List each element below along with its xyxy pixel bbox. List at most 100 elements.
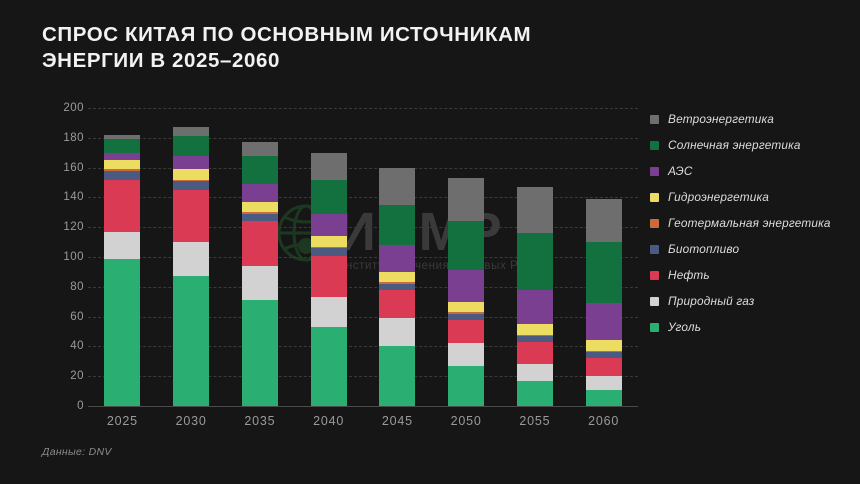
bar-segment[interactable] <box>173 242 210 277</box>
bar-segment[interactable] <box>379 167 416 205</box>
legend-swatch-icon <box>650 115 659 124</box>
bar-segment[interactable] <box>104 170 141 180</box>
bar-segment[interactable] <box>585 352 622 359</box>
bar-column-2040[interactable] <box>310 152 347 406</box>
bar-segment[interactable] <box>516 364 553 381</box>
bar-segment[interactable] <box>379 346 416 406</box>
bar-segment[interactable] <box>585 376 622 390</box>
bar-segment[interactable] <box>241 142 278 156</box>
bar-segment[interactable] <box>104 258 141 406</box>
bar-segment[interactable] <box>310 297 347 328</box>
bar-segment[interactable] <box>241 212 278 214</box>
bar-segment[interactable] <box>516 324 553 335</box>
bar-segment[interactable] <box>379 245 416 272</box>
y-tick-label: 180 <box>63 131 84 144</box>
bar-segment[interactable] <box>585 242 622 304</box>
bar-segment[interactable] <box>104 169 141 171</box>
bar-segment[interactable] <box>585 303 622 341</box>
bar-segment[interactable] <box>241 201 278 213</box>
bar-segment[interactable] <box>173 136 210 156</box>
bar-segment[interactable] <box>310 236 347 247</box>
bar-segment[interactable] <box>241 221 278 266</box>
bar-column-2060[interactable] <box>585 198 622 406</box>
bar-column-2025[interactable] <box>104 134 141 406</box>
legend-item[interactable]: АЭС <box>650 164 855 178</box>
bar-segment[interactable] <box>241 155 278 185</box>
bar-segment[interactable] <box>104 134 141 140</box>
bar-segment[interactable] <box>104 179 141 232</box>
legend-item[interactable]: Геотермальная энергетика <box>650 216 855 230</box>
legend-item[interactable]: Ветроэнергетика <box>650 112 855 126</box>
bar-segment[interactable] <box>448 221 485 271</box>
bar-segment[interactable] <box>173 169 210 180</box>
bar-segment[interactable] <box>448 313 485 320</box>
bar-segment[interactable] <box>310 327 347 406</box>
x-tick-label: 2050 <box>450 414 482 428</box>
bar-segment[interactable] <box>516 334 553 336</box>
bar-column-2035[interactable] <box>241 142 278 406</box>
bar-column-2050[interactable] <box>448 178 485 406</box>
legend-swatch-icon <box>650 245 659 254</box>
y-tick-label: 60 <box>70 310 84 323</box>
legend-item[interactable]: Солнечная энергетика <box>650 138 855 152</box>
bar-segment[interactable] <box>310 152 347 180</box>
bar-segment[interactable] <box>104 139 141 153</box>
bar-segment[interactable] <box>379 204 416 246</box>
bar-segment[interactable] <box>448 270 485 302</box>
x-tick-label: 2025 <box>106 414 138 428</box>
bar-segment[interactable] <box>310 248 347 256</box>
bar-segment[interactable] <box>448 365 485 406</box>
bar-segment[interactable] <box>516 341 553 365</box>
y-tick-label: 80 <box>70 280 84 293</box>
legend-item[interactable]: Уголь <box>650 320 855 334</box>
bar-segment[interactable] <box>585 340 622 351</box>
legend-item[interactable]: Природный газ <box>650 294 855 308</box>
bar-segment[interactable] <box>585 198 622 243</box>
bar-segment[interactable] <box>241 213 278 222</box>
bar-segment[interactable] <box>448 343 485 366</box>
bar-segment[interactable] <box>585 350 622 353</box>
bar-segment[interactable] <box>173 155 210 170</box>
bar-segment[interactable] <box>379 289 416 319</box>
gridline <box>88 167 638 169</box>
bar-segment[interactable] <box>379 282 416 284</box>
bar-segment[interactable] <box>448 312 485 314</box>
bar-segment[interactable] <box>516 336 553 342</box>
bar-segment[interactable] <box>173 127 210 137</box>
bar-segment[interactable] <box>310 179 347 214</box>
bar-column-2030[interactable] <box>173 127 210 406</box>
bar-segment[interactable] <box>173 189 210 243</box>
bar-segment[interactable] <box>241 300 278 406</box>
y-tick-label: 140 <box>63 191 84 204</box>
bar-segment[interactable] <box>310 255 347 298</box>
bar-segment[interactable] <box>104 231 141 259</box>
bar-segment[interactable] <box>379 318 416 347</box>
bar-segment[interactable] <box>516 380 553 406</box>
bar-segment[interactable] <box>310 246 347 249</box>
y-tick-label: 100 <box>63 251 84 263</box>
bar-segment[interactable] <box>516 187 553 234</box>
bar-column-2045[interactable] <box>379 167 416 406</box>
y-tick-label: 160 <box>63 161 84 174</box>
bar-segment[interactable] <box>448 319 485 344</box>
bar-segment[interactable] <box>516 289 553 325</box>
bar-segment[interactable] <box>310 213 347 237</box>
bar-segment[interactable] <box>104 152 141 161</box>
bar-segment[interactable] <box>585 389 622 406</box>
bar-segment[interactable] <box>173 181 210 190</box>
bar-segment[interactable] <box>241 184 278 202</box>
bar-segment[interactable] <box>173 179 210 182</box>
bar-segment[interactable] <box>104 160 141 170</box>
bar-segment[interactable] <box>516 233 553 290</box>
legend-item[interactable]: Нефть <box>650 268 855 282</box>
bar-segment[interactable] <box>173 276 210 406</box>
bar-segment[interactable] <box>241 265 278 301</box>
bar-segment[interactable] <box>379 283 416 290</box>
legend-item[interactable]: Гидроэнергетика <box>650 190 855 204</box>
bar-segment[interactable] <box>379 271 416 283</box>
bar-column-2055[interactable] <box>516 187 553 406</box>
legend-item[interactable]: Биотопливо <box>650 242 855 256</box>
bar-segment[interactable] <box>585 358 622 377</box>
bar-segment[interactable] <box>448 178 485 222</box>
bar-segment[interactable] <box>448 301 485 313</box>
